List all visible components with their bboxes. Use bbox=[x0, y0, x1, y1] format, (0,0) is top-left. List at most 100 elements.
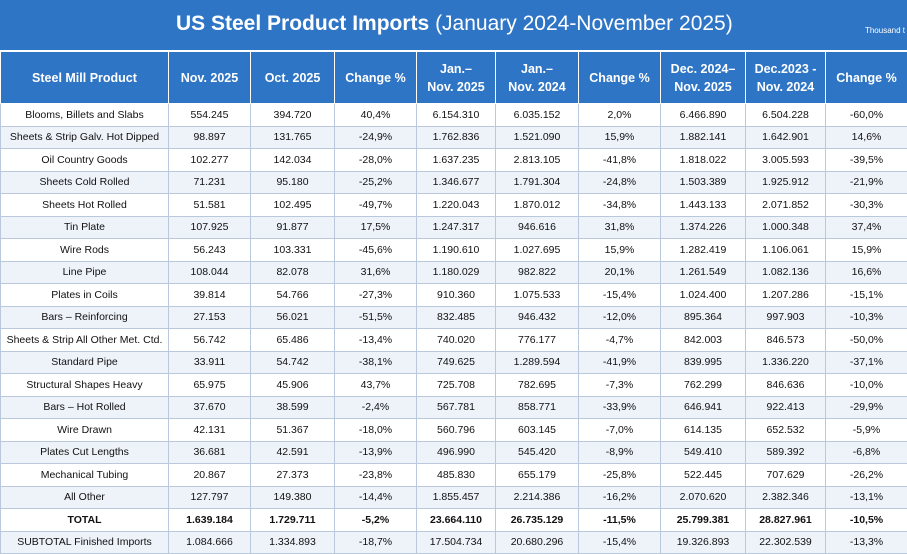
value-cell: -15,4% bbox=[578, 283, 661, 307]
value-cell: 1.261.549 bbox=[660, 260, 746, 284]
column-header: Jan.– Nov. 2025 bbox=[416, 51, 496, 104]
value-cell: 394.720 bbox=[250, 103, 335, 127]
value-cell: 2.071.852 bbox=[745, 193, 826, 217]
value-cell: 31,8% bbox=[578, 215, 661, 239]
column-header: Jan.– Nov. 2024 bbox=[495, 51, 579, 104]
value-cell: -12,0% bbox=[578, 305, 661, 329]
value-cell: -37,1% bbox=[825, 350, 907, 374]
value-cell: 15,9% bbox=[578, 238, 661, 262]
value-cell: 131.765 bbox=[250, 125, 335, 149]
column-header: Steel Mill Product bbox=[0, 51, 169, 104]
value-cell: 842.003 bbox=[660, 328, 746, 352]
value-cell: 614.135 bbox=[660, 418, 746, 442]
value-cell: 108.044 bbox=[168, 260, 251, 284]
value-cell: 496.990 bbox=[416, 440, 496, 464]
value-cell: 102.277 bbox=[168, 148, 251, 172]
value-cell: -15,4% bbox=[578, 530, 661, 554]
value-cell: 1.180.029 bbox=[416, 260, 496, 284]
column-header: Change % bbox=[825, 51, 907, 104]
value-cell: 740.020 bbox=[416, 328, 496, 352]
table-row: SUBTOTAL Finished Imports 1.084.666 1.334.… bbox=[0, 530, 907, 554]
value-cell: 107.925 bbox=[168, 215, 251, 239]
value-cell: 6.154.310 bbox=[416, 103, 496, 127]
value-cell: 20,1% bbox=[578, 260, 661, 284]
table-row: Plates Cut Lengths 36.681 42.591 -13,9% 496.… bbox=[0, 440, 907, 464]
value-cell: 103.331 bbox=[250, 238, 335, 262]
value-cell: 910.360 bbox=[416, 283, 496, 307]
value-cell: 1.791.304 bbox=[495, 170, 579, 194]
value-cell: 589.392 bbox=[745, 440, 826, 464]
value-cell: 655.179 bbox=[495, 463, 579, 487]
value-cell: 98.897 bbox=[168, 125, 251, 149]
value-cell: 56.742 bbox=[168, 328, 251, 352]
value-cell: 545.420 bbox=[495, 440, 579, 464]
value-cell: 37.670 bbox=[168, 395, 251, 419]
value-cell: 2.382.346 bbox=[745, 485, 826, 509]
value-cell: 91.877 bbox=[250, 215, 335, 239]
value-cell: 17.504.734 bbox=[416, 530, 496, 554]
value-cell: 554.245 bbox=[168, 103, 251, 127]
value-cell: 71.231 bbox=[168, 170, 251, 194]
value-cell: 1.282.419 bbox=[660, 238, 746, 262]
column-header: Dec.2023 - Nov. 2024 bbox=[745, 51, 826, 104]
value-cell: 1.190.610 bbox=[416, 238, 496, 262]
value-cell: 997.903 bbox=[745, 305, 826, 329]
value-cell: 1.639.184 bbox=[168, 508, 251, 532]
value-cell: 31,6% bbox=[334, 260, 417, 284]
subtitle: (January 2024-November 2025) bbox=[435, 12, 733, 35]
product-cell: All Other bbox=[0, 485, 169, 509]
value-cell: 20.867 bbox=[168, 463, 251, 487]
table-row: Line Pipe 108.044 82.078 31,6% 1.180.029 982.… bbox=[0, 260, 907, 284]
value-cell: 1.503.389 bbox=[660, 170, 746, 194]
value-cell: -33,9% bbox=[578, 395, 661, 419]
value-cell: 3.005.593 bbox=[745, 148, 826, 172]
value-cell: -60,0% bbox=[825, 103, 907, 127]
value-cell: 65.975 bbox=[168, 373, 251, 397]
value-cell: -21,9% bbox=[825, 170, 907, 194]
value-cell: -25,8% bbox=[578, 463, 661, 487]
value-cell: 142.034 bbox=[250, 148, 335, 172]
value-cell: 39.814 bbox=[168, 283, 251, 307]
value-cell: -18,0% bbox=[334, 418, 417, 442]
value-cell: -18,7% bbox=[334, 530, 417, 554]
value-cell: 27.373 bbox=[250, 463, 335, 487]
value-cell: -13,3% bbox=[825, 530, 907, 554]
value-cell: 1.637.235 bbox=[416, 148, 496, 172]
value-cell: 2,0% bbox=[578, 103, 661, 127]
value-cell: 922.413 bbox=[745, 395, 826, 419]
value-cell: 846.636 bbox=[745, 373, 826, 397]
value-cell: -7,0% bbox=[578, 418, 661, 442]
value-cell: -10,5% bbox=[825, 508, 907, 532]
value-cell: 782.695 bbox=[495, 373, 579, 397]
value-cell: -25,2% bbox=[334, 170, 417, 194]
table-row: Structural Shapes Heavy 65.975 45.906 43,7%… bbox=[0, 373, 907, 397]
value-cell: -49,7% bbox=[334, 193, 417, 217]
value-cell: 36.681 bbox=[168, 440, 251, 464]
value-cell: 23.664.110 bbox=[416, 508, 496, 532]
value-cell: 28.827.961 bbox=[745, 508, 826, 532]
value-cell: 946.616 bbox=[495, 215, 579, 239]
value-cell: -5,2% bbox=[334, 508, 417, 532]
value-cell: 603.145 bbox=[495, 418, 579, 442]
value-cell: 42.591 bbox=[250, 440, 335, 464]
value-cell: -15,1% bbox=[825, 283, 907, 307]
product-cell: Line Pipe bbox=[0, 260, 169, 284]
product-cell: Plates in Coils bbox=[0, 283, 169, 307]
value-cell: 646.941 bbox=[660, 395, 746, 419]
value-cell: 1.346.677 bbox=[416, 170, 496, 194]
imports-table: Steel Mill Product Nov. 2025 Oct. 2025 Chan… bbox=[0, 51, 907, 554]
value-cell: 6.466.890 bbox=[660, 103, 746, 127]
value-cell: 749.625 bbox=[416, 350, 496, 374]
table-row: Standard Pipe 33.911 54.742 -38,1% 749.625 1.… bbox=[0, 350, 907, 374]
value-cell: 42.131 bbox=[168, 418, 251, 442]
value-cell: 1.374.226 bbox=[660, 215, 746, 239]
unit-label: Thousand t bbox=[864, 26, 905, 35]
value-cell: 6.035.152 bbox=[495, 103, 579, 127]
value-cell: 1.027.695 bbox=[495, 238, 579, 262]
value-cell: 2.214.386 bbox=[495, 485, 579, 509]
value-cell: 56.243 bbox=[168, 238, 251, 262]
value-cell: 22.302.539 bbox=[745, 530, 826, 554]
value-cell: 1.334.893 bbox=[250, 530, 335, 554]
column-header: Oct. 2025 bbox=[250, 51, 335, 104]
value-cell: 54.766 bbox=[250, 283, 335, 307]
